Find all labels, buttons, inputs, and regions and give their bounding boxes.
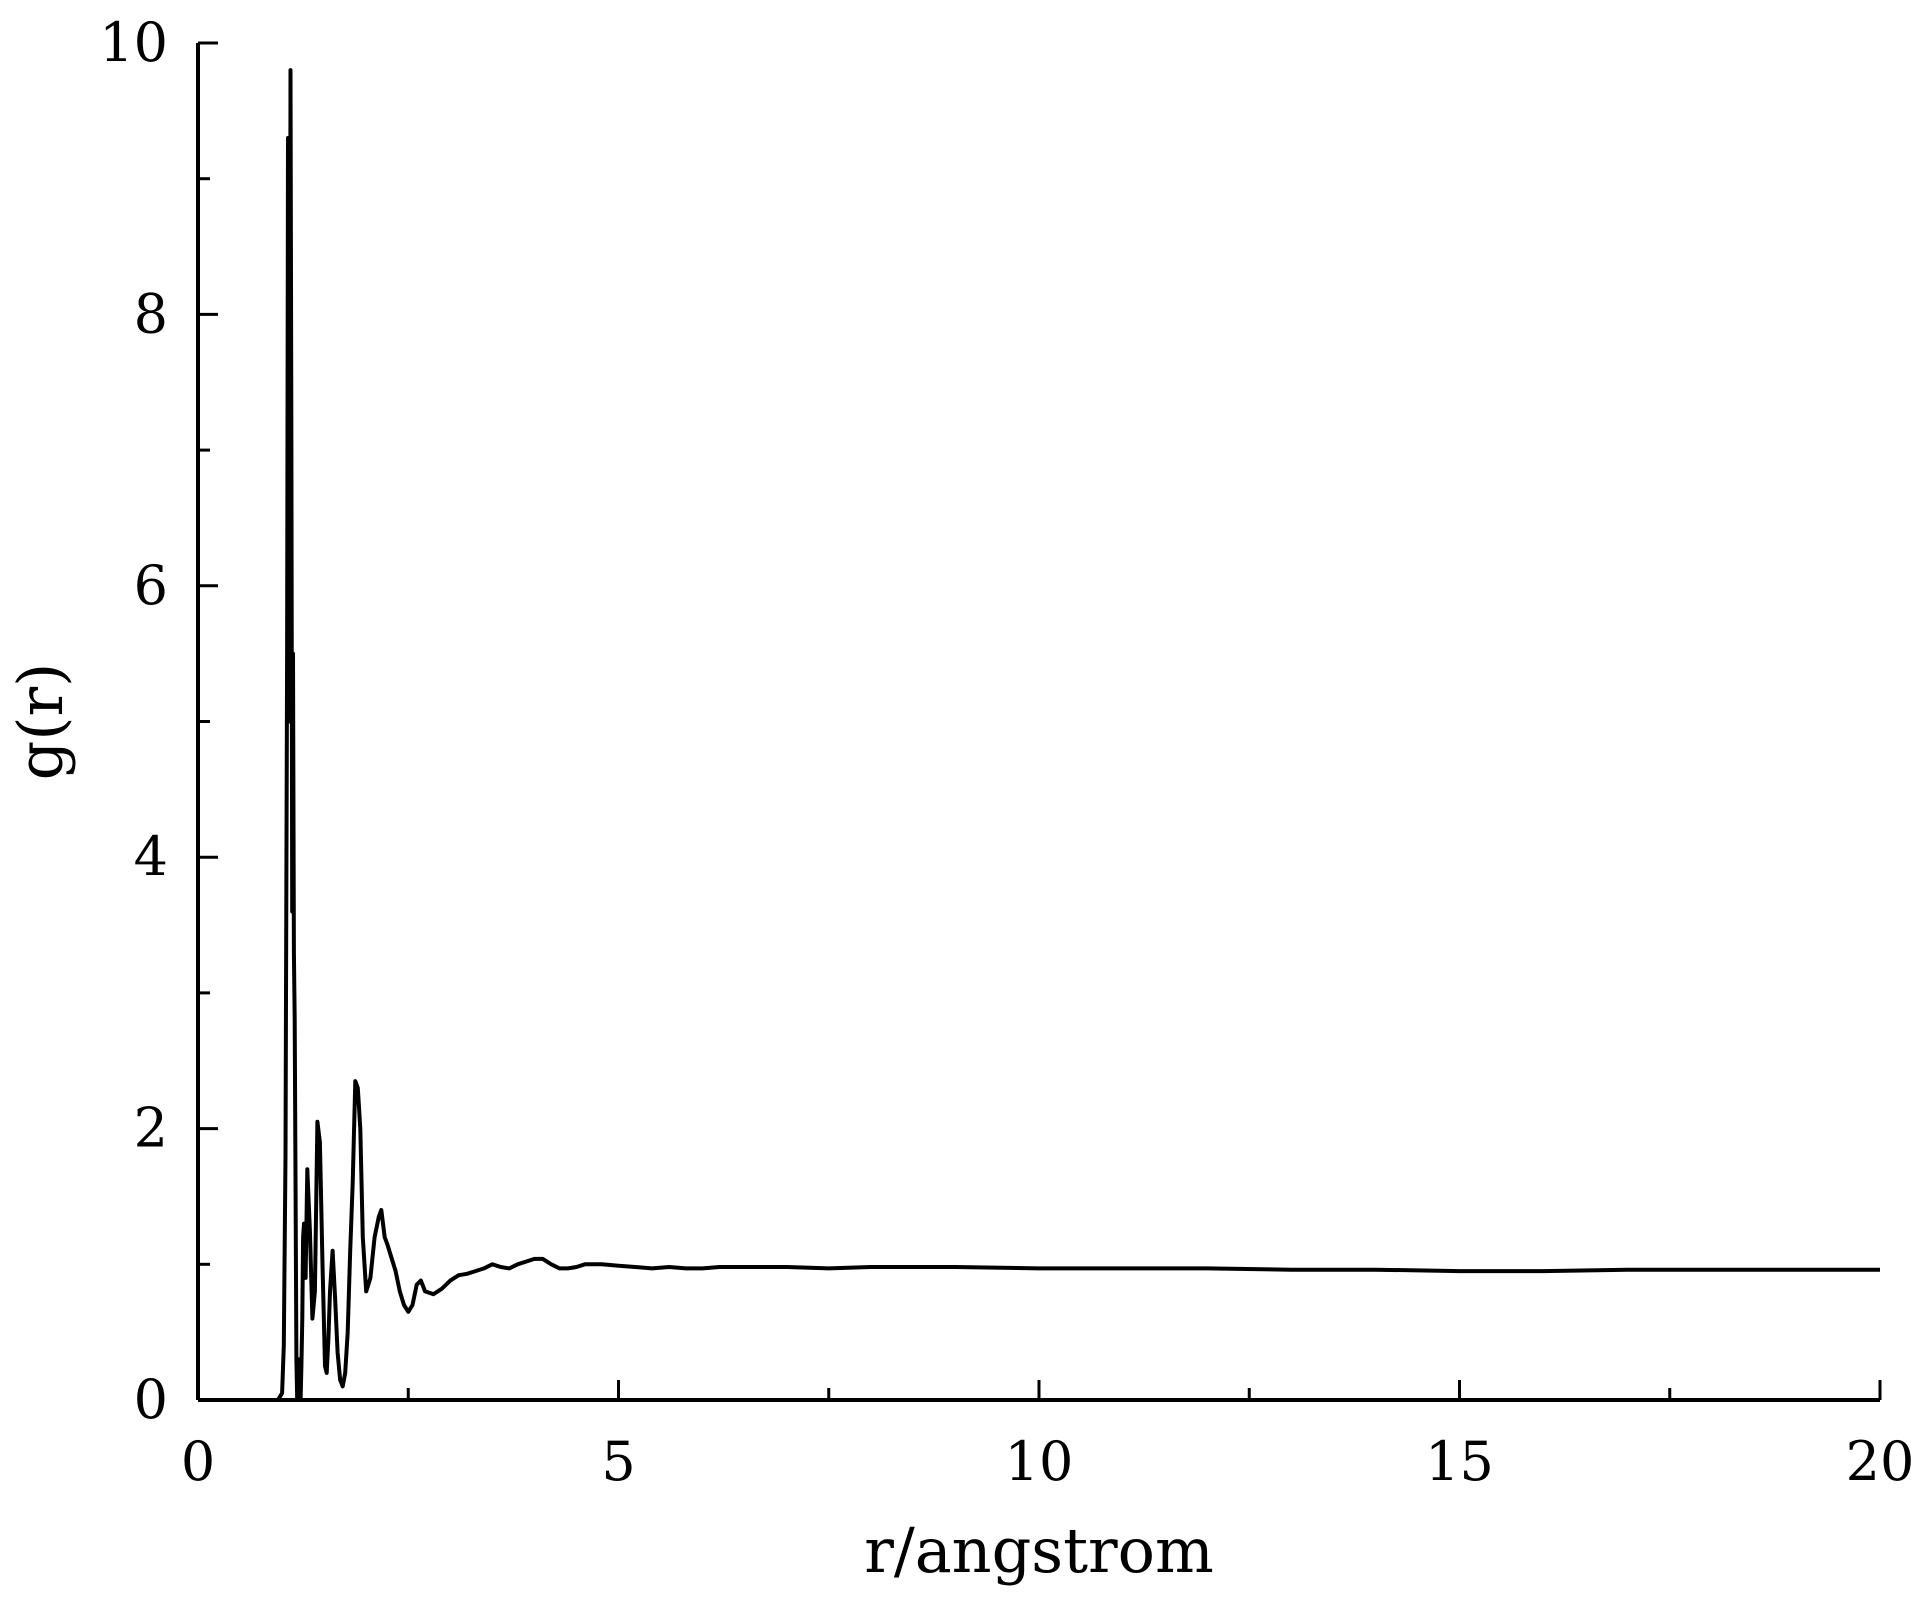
x-tick-label: 0: [181, 1430, 215, 1493]
y-tick-label: 6: [134, 554, 168, 617]
y-tick-label: 2: [134, 1097, 168, 1160]
x-tick-label: 15: [1425, 1430, 1494, 1493]
x-axis-ticks: 0 5 10 15 20: [181, 1380, 1913, 1493]
y-tick-label: 10: [99, 11, 168, 74]
x-tick-label: 10: [1005, 1430, 1074, 1493]
x-tick-label: 5: [601, 1430, 635, 1493]
series-line: [198, 68, 1880, 1402]
x-axis-label: r/angstrom: [864, 1514, 1214, 1587]
y-tick-label: 0: [134, 1368, 168, 1431]
y-axis-label: g(r): [4, 663, 77, 781]
x-tick-label: 20: [1846, 1430, 1913, 1493]
y-tick-label: 8: [134, 282, 168, 345]
y-axis-ticks: 0 2 4 6 8 10: [99, 11, 218, 1431]
y-tick-label: 4: [134, 825, 168, 888]
